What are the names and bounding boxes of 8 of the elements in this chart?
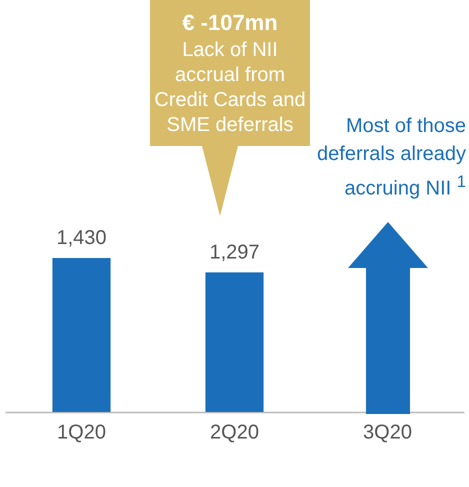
x-tick-label: 3Q20 xyxy=(363,422,412,444)
data-label: 1,297 xyxy=(209,241,260,264)
x-tick-label: 1Q20 xyxy=(57,422,106,444)
text: € -107mn xyxy=(181,10,279,36)
x-tick-label: 2Q20 xyxy=(210,422,259,444)
text: Most of those deferrals already accruing NII $^{1}$ xyxy=(316,114,466,202)
text: Lack of NII accrual from Credit Cards and SME deferrals xyxy=(153,38,307,138)
data-label: 1,430 xyxy=(56,227,107,249)
